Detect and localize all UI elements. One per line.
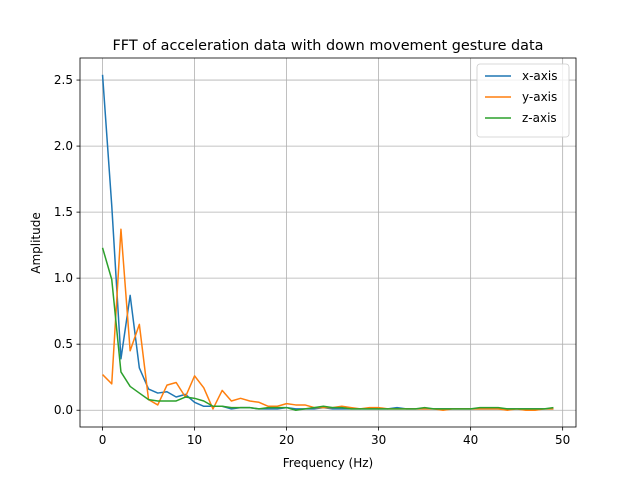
y-tick-label: 1.5	[54, 205, 73, 219]
axes-frame	[79, 57, 577, 428]
x-tick-label: 0	[99, 433, 107, 447]
x-axis-label: Frequency (Hz)	[283, 456, 374, 470]
legend-label: x-axis	[522, 69, 557, 83]
x-tick-label: 50	[555, 433, 570, 447]
y-axis-label: Amplitude	[29, 212, 43, 274]
x-tick-label: 10	[187, 433, 202, 447]
series-line-y-axis	[102, 228, 554, 411]
chart-title: FFT of acceleration data with down movem…	[113, 38, 544, 54]
axis-ticks: 0 10 20 30 40 50 0.0 0.5 1.0 1.5 2.0 2.5	[54, 73, 570, 447]
series-line-z-axis	[101, 247, 554, 411]
plot-lines	[101, 74, 554, 411]
y-tick-label: 1.0	[54, 271, 73, 285]
x-tick-label: 30	[371, 433, 386, 447]
y-tick-label: 2.0	[54, 139, 73, 153]
legend: x-axis y-axis z-axis	[476, 63, 570, 138]
x-tick-label: 20	[279, 433, 294, 447]
legend-label: y-axis	[522, 90, 557, 104]
legend-label: z-axis	[522, 111, 557, 125]
y-tick-label: 2.5	[54, 73, 73, 87]
y-tick-label: 0.5	[54, 337, 73, 351]
x-tick-label: 40	[463, 433, 478, 447]
y-tick-label: 0.0	[54, 403, 73, 417]
